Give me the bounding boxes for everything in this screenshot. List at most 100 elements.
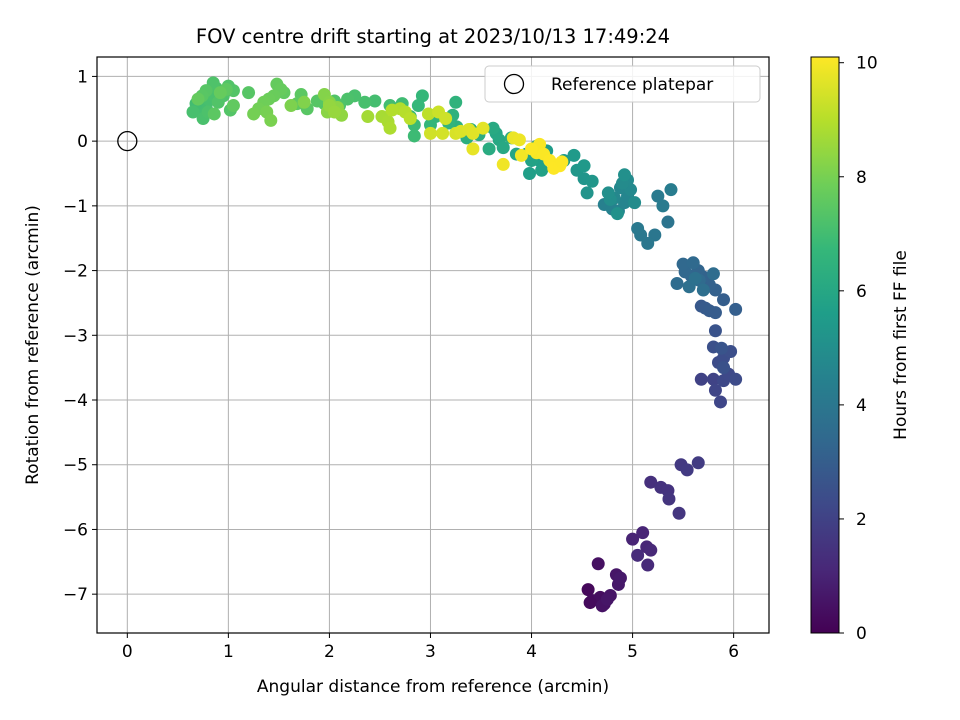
colorbar: 0 2 4 6 8 10 Hours from first FF file <box>810 54 911 644</box>
data-point <box>226 99 240 113</box>
data-point <box>641 558 655 572</box>
data-point <box>297 95 311 109</box>
plot-area: 0 1 2 3 4 5 6 1 0 −1 −2 −3 −4 −5 −6 −7 <box>63 56 770 662</box>
data-point <box>644 475 658 489</box>
x-tick-label: 1 <box>223 642 234 662</box>
data-point <box>555 155 569 169</box>
data-point <box>496 157 510 171</box>
y-tick-label: 0 <box>77 132 88 152</box>
data-point <box>686 256 700 270</box>
data-point <box>600 592 614 606</box>
data-point <box>713 395 727 409</box>
legend: Reference platepar <box>484 65 761 103</box>
y-tick-label: −1 <box>63 197 88 217</box>
data-point <box>580 186 594 200</box>
data-points <box>186 76 743 613</box>
data-point <box>717 293 731 307</box>
data-point <box>626 532 640 546</box>
data-point <box>631 548 645 562</box>
x-tick-label: 3 <box>425 642 436 662</box>
data-point <box>656 199 670 213</box>
data-point <box>581 583 595 597</box>
data-point <box>186 105 200 119</box>
plot-background <box>97 57 769 633</box>
data-point <box>706 372 720 386</box>
data-point <box>466 142 480 156</box>
data-point <box>436 126 450 140</box>
data-point <box>514 148 528 162</box>
data-point <box>680 463 694 477</box>
data-point <box>327 105 341 119</box>
data-point <box>207 107 221 121</box>
x-tick-label: 4 <box>526 642 537 662</box>
data-point <box>613 571 627 585</box>
data-point <box>585 174 599 188</box>
data-point <box>264 113 278 127</box>
reference-point <box>117 130 138 152</box>
y-tick-label: −4 <box>63 391 88 411</box>
data-point <box>672 506 686 520</box>
data-point <box>708 324 722 338</box>
colorbar-label: Hours from first FF file <box>891 250 911 440</box>
data-point <box>247 107 261 121</box>
data-point <box>717 361 731 375</box>
data-point <box>421 107 435 121</box>
colorbar-tick-label: 6 <box>856 282 867 302</box>
data-point <box>535 163 549 177</box>
data-point <box>407 129 421 143</box>
data-point <box>415 89 429 103</box>
data-point <box>439 111 453 125</box>
data-point <box>466 126 480 140</box>
plot-frame <box>96 56 770 634</box>
legend-box <box>484 65 761 103</box>
data-point <box>617 168 631 182</box>
data-point <box>688 271 702 285</box>
x-tick-label: 2 <box>324 642 335 662</box>
data-point <box>482 142 496 156</box>
x-tick-label: 0 <box>122 642 133 662</box>
data-point <box>213 86 227 100</box>
colorbar-tick-label: 0 <box>856 624 867 644</box>
data-point <box>368 94 382 108</box>
data-point <box>715 341 729 355</box>
data-point <box>385 103 399 117</box>
data-point <box>476 121 490 135</box>
colorbar-tick-label: 2 <box>856 510 867 530</box>
data-point <box>644 543 658 557</box>
data-point <box>708 383 722 397</box>
data-point <box>284 99 298 113</box>
data-point <box>636 526 650 540</box>
data-point <box>523 166 537 180</box>
data-point <box>729 372 743 386</box>
data-point <box>496 141 510 155</box>
y-tick-label: −7 <box>63 585 88 605</box>
data-point <box>729 302 743 316</box>
legend-label: Reference platepar <box>551 75 713 95</box>
colorbar-tick-label: 8 <box>856 168 867 188</box>
data-point <box>577 159 591 173</box>
grid-lines <box>97 57 769 633</box>
chart-title: FOV centre drift starting at 2023/10/13 … <box>196 25 670 48</box>
data-point <box>361 110 375 124</box>
data-point <box>486 121 500 135</box>
x-axis-ticks: 0 1 2 3 4 5 6 <box>122 633 739 662</box>
data-point <box>631 222 645 236</box>
data-point <box>664 183 678 197</box>
data-point <box>512 133 526 147</box>
data-point <box>694 372 708 386</box>
x-axis-label: Angular distance from reference (arcmin) <box>257 677 609 697</box>
data-point <box>706 267 720 281</box>
reference-marker <box>117 130 138 152</box>
y-tick-label: −6 <box>63 520 88 540</box>
data-point <box>591 557 605 571</box>
data-point <box>628 196 642 210</box>
y-tick-label: −5 <box>63 456 88 476</box>
data-point <box>358 95 372 109</box>
data-point <box>242 86 256 100</box>
data-point <box>583 596 597 610</box>
legend-reference-marker <box>503 73 525 95</box>
y-axis-ticks: 1 0 −1 −2 −3 −4 −5 −6 −7 <box>63 67 97 605</box>
data-point <box>403 111 417 125</box>
data-point <box>449 95 463 109</box>
